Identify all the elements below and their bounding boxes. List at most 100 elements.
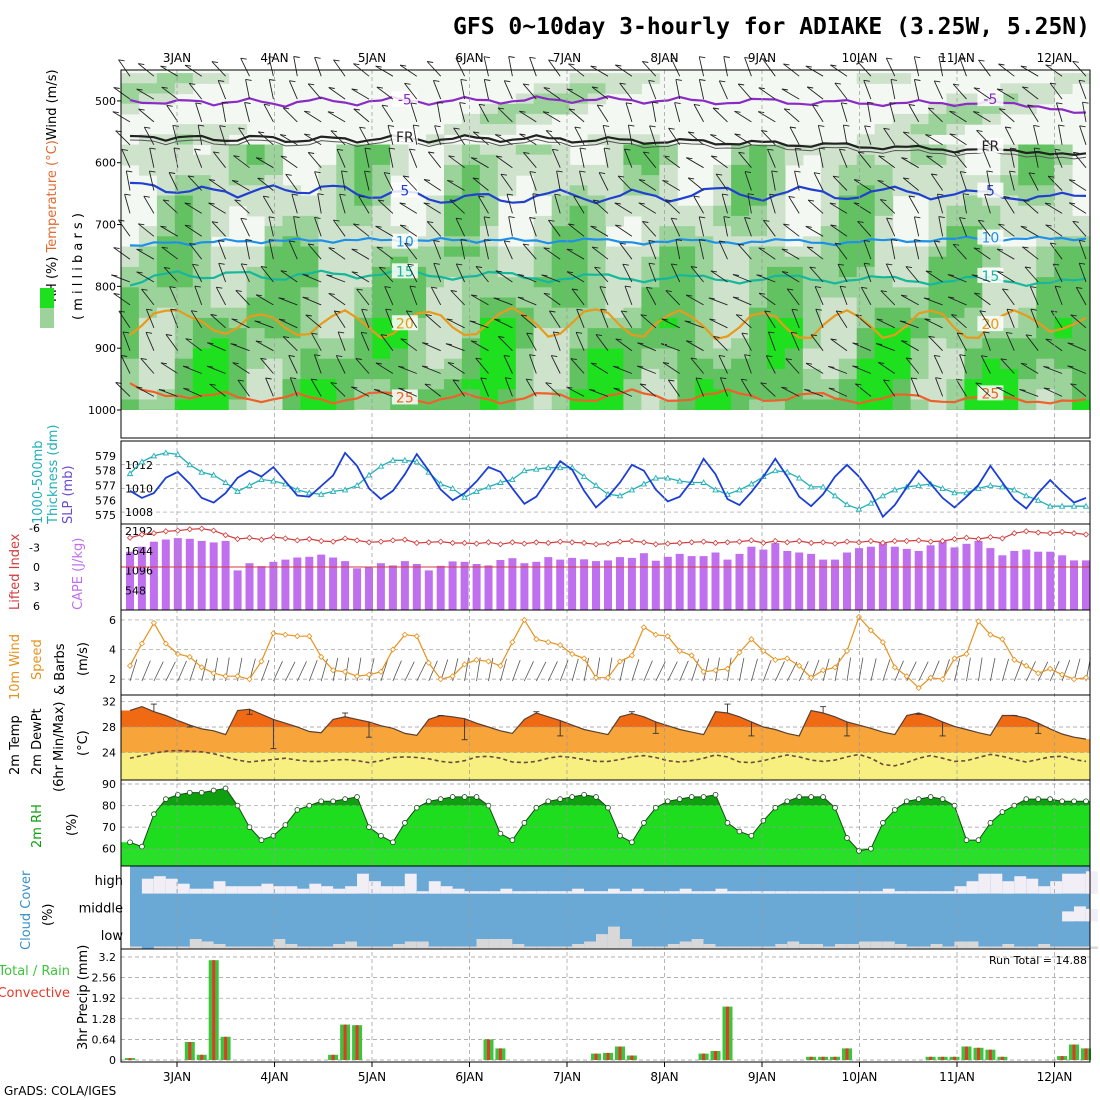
li-point bbox=[1035, 529, 1042, 536]
wind-barb bbox=[138, 223, 155, 237]
isotherm-label: 10 bbox=[396, 235, 414, 251]
rh-cell bbox=[228, 317, 248, 329]
wind-barb bbox=[732, 274, 752, 283]
thickness-point bbox=[951, 489, 958, 496]
temp-label-c: (6hr Min/Max) bbox=[52, 702, 67, 792]
rh-cell bbox=[174, 338, 194, 350]
wind-barb-flag bbox=[925, 270, 932, 273]
li-point bbox=[401, 536, 408, 543]
rh-cell bbox=[767, 338, 786, 350]
rh-point bbox=[796, 794, 802, 800]
wind-barb bbox=[579, 148, 585, 168]
rh-cell bbox=[946, 389, 965, 401]
wind-barb bbox=[380, 334, 394, 351]
wind-barb bbox=[614, 202, 633, 214]
li-point bbox=[1047, 530, 1054, 537]
wind-barb-flag bbox=[210, 314, 217, 316]
rh-cell bbox=[964, 379, 983, 390]
cape-bar bbox=[257, 566, 266, 610]
rh-cell bbox=[497, 358, 517, 370]
rh-cell bbox=[820, 246, 840, 258]
wind-barb-flag bbox=[256, 157, 263, 160]
wind-barb-flag bbox=[169, 286, 176, 289]
li-point bbox=[581, 539, 588, 547]
rh-cell bbox=[784, 307, 804, 319]
cape-bar bbox=[771, 543, 780, 610]
wind-barb bbox=[1028, 172, 1039, 191]
cloud-gap bbox=[930, 944, 943, 949]
date-label-bottom: 7JAN bbox=[553, 1070, 581, 1084]
wind-barb bbox=[478, 195, 489, 214]
li-point bbox=[437, 538, 444, 545]
rh-cell bbox=[731, 226, 750, 237]
cape-bar bbox=[627, 557, 636, 610]
rh-point bbox=[784, 798, 791, 805]
rh-cell bbox=[533, 175, 553, 186]
wind-barb-flag bbox=[675, 78, 682, 81]
wind-barb bbox=[1002, 288, 1015, 306]
rh-cell bbox=[533, 277, 553, 288]
wind-barb bbox=[480, 377, 489, 397]
cloud-gap bbox=[1026, 878, 1039, 894]
rh-cell bbox=[246, 144, 266, 156]
rh-cell bbox=[210, 389, 230, 401]
wind-barb bbox=[830, 64, 848, 77]
wind-barb-flag bbox=[431, 286, 438, 289]
rh-cell bbox=[479, 113, 499, 125]
precip-conv-bar bbox=[200, 1054, 204, 1060]
rh-cell bbox=[802, 379, 822, 390]
rh-point bbox=[425, 798, 432, 805]
rh-cell bbox=[121, 73, 140, 84]
wind-barb-flag bbox=[734, 110, 741, 113]
rh-cell bbox=[479, 287, 499, 299]
wind-barb-flag bbox=[807, 86, 814, 89]
wind-speed-point bbox=[377, 668, 385, 675]
wind-barb-flag bbox=[931, 173, 938, 176]
li-point bbox=[808, 539, 815, 547]
cloud-gap bbox=[775, 944, 788, 949]
cloud-gap bbox=[476, 891, 489, 894]
thickness-point bbox=[509, 476, 516, 482]
cape-bar bbox=[137, 546, 146, 610]
rh-cell bbox=[156, 317, 176, 329]
rh-cell bbox=[623, 328, 642, 339]
cloud-gap bbox=[416, 941, 429, 949]
rh-cell bbox=[982, 195, 1001, 207]
wind-barb bbox=[1045, 64, 1063, 77]
wind-barb bbox=[1082, 102, 1087, 122]
wind-barb bbox=[1020, 362, 1039, 374]
rh-cell bbox=[336, 164, 355, 176]
wind-barb-flag bbox=[973, 87, 980, 90]
wind-barb bbox=[719, 377, 728, 397]
rh-cell bbox=[569, 236, 589, 248]
cloud-gap bbox=[608, 926, 620, 949]
wind-barb-flag bbox=[517, 296, 524, 299]
thickness-tick-label: 577 bbox=[95, 479, 116, 492]
wind-barb bbox=[455, 218, 466, 237]
rh-cell bbox=[372, 164, 391, 176]
rh-cell bbox=[228, 154, 248, 166]
rh-cell bbox=[1000, 226, 1019, 237]
wind-barb bbox=[448, 155, 465, 169]
rh-cell bbox=[138, 358, 158, 370]
isotherm-line bbox=[129, 235, 1087, 247]
cape-bar bbox=[472, 564, 481, 610]
wind-barb-flag bbox=[484, 239, 491, 242]
rh-cell bbox=[174, 205, 194, 217]
rh-cell bbox=[210, 175, 230, 186]
cloud-gap bbox=[655, 891, 668, 894]
wind-barb-flag bbox=[459, 102, 466, 105]
rh-cell bbox=[444, 246, 463, 258]
rh-cell bbox=[928, 399, 947, 411]
rh-cell bbox=[210, 338, 230, 350]
wind-barb-flag bbox=[519, 110, 526, 113]
rh-cell bbox=[479, 144, 499, 156]
cloud-gap bbox=[1086, 871, 1098, 894]
rh-cell bbox=[264, 277, 284, 288]
rh-cell bbox=[210, 277, 230, 288]
rh-cell bbox=[605, 297, 624, 309]
rh-cell bbox=[174, 175, 194, 186]
wind-speed-point bbox=[557, 642, 564, 649]
wind-barb bbox=[903, 131, 919, 146]
rh-cell bbox=[497, 256, 517, 268]
